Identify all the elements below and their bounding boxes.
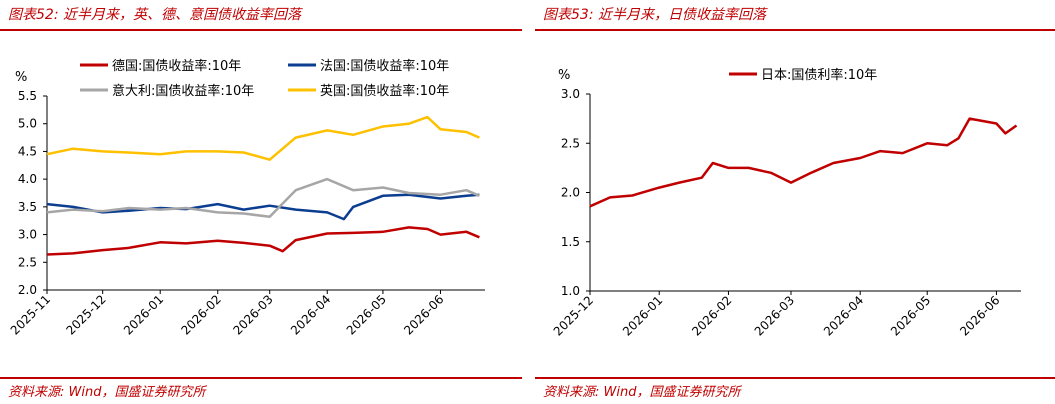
x-tick-label: 2026-01 (121, 292, 166, 337)
legend-item: 法国:国债收益率:10年 (288, 58, 449, 74)
legend-label: 英国:国债收益率:10年 (320, 83, 449, 99)
source-note: 资料来源: Wind，国盛证券研究所 (543, 385, 741, 400)
legend-item: 德国:国债收益率:10年 (80, 58, 241, 74)
axes (586, 93, 1021, 295)
y-axis-unit-label: % (558, 68, 570, 83)
legend-label: 日本:国债利率:10年 (761, 67, 877, 83)
x-tick-label: 2026-03 (230, 292, 275, 337)
bond-yield-chart-europe: % 2.0 2.5 3.0 3.5 4.0 4.5 5.0 5.5 2025-11 2025-12 2… (8, 58, 485, 338)
legend-item: 英国:国债收益率:10年 (288, 83, 449, 99)
x-tick-label: 2026-06 (401, 292, 446, 337)
legend-item: 意大利:国债收益率:10年 (80, 83, 254, 99)
legend-label: 法国:国债收益率:10年 (320, 58, 449, 74)
x-tick-label: 2025-12 (63, 292, 108, 337)
figure-title: 图表53: 近半月来，日债收益率回落 (543, 7, 766, 23)
legend-label: 德国:国债收益率:10年 (112, 58, 241, 74)
y-tick-label: 1.5 (561, 235, 580, 249)
y-tick-label: 3.0 (18, 228, 37, 242)
y-tick-label: 2.0 (561, 186, 580, 200)
y-tick-label: 2.5 (561, 136, 580, 150)
series-line (589, 117, 1018, 208)
y-tick-label: 2.5 (18, 255, 37, 269)
x-tick-label: 2026-04 (288, 292, 333, 337)
axes (43, 95, 485, 294)
x-tick-label: 2026-01 (620, 293, 665, 338)
y-tick-label: 3.0 (561, 87, 580, 101)
series-line (46, 177, 480, 219)
x-tick-label: 2026-06 (957, 293, 1002, 338)
source-rule (535, 377, 1055, 379)
legend-item: 日本:国债利率:10年 (729, 67, 877, 83)
title-rule (0, 29, 522, 31)
y-tick-label: 4.5 (18, 144, 37, 158)
y-tick-label: 1.0 (561, 284, 580, 298)
x-tick-label: 2026-05 (888, 293, 933, 338)
x-tick-label: 2025-12 (551, 293, 596, 338)
figure-title: 图表52: 近半月来，英、德、意国债收益率回落 (8, 7, 301, 23)
y-tick-label: 5.0 (18, 117, 37, 131)
bond-yield-chart-japan: % 1.0 1.5 2.0 2.5 3.0 2025-12 2026-01 2026-02 202… (551, 67, 1021, 339)
x-tick-label: 2026-02 (689, 293, 734, 338)
x-tick-label: 2026-04 (821, 293, 866, 338)
y-axis-unit-label: % (15, 70, 27, 85)
y-tick-label: 5.5 (18, 89, 37, 103)
x-tick-label: 2025-11 (8, 292, 53, 337)
chart-panel-left: 图表52: 近半月来，英、德、意国债收益率回落 % 2.0 2.5 3.0 3.5 4.0… (0, 0, 522, 404)
legend-label: 意大利:国债收益率:10年 (112, 83, 254, 99)
series-line (46, 193, 480, 221)
title-rule (535, 29, 1055, 31)
chart-panel-right: 图表53: 近半月来，日债收益率回落 % 1.0 1.5 2.0 2.5 3.0 2025-… (535, 0, 1055, 404)
y-tick-label: 2.0 (18, 283, 37, 297)
series-line (46, 226, 480, 256)
source-note: 资料来源: Wind，国盛证券研究所 (8, 385, 206, 400)
y-tick-label: 3.5 (18, 200, 37, 214)
source-rule (0, 377, 522, 379)
x-tick-label: 2026-05 (344, 292, 389, 337)
x-tick-label: 2026-03 (752, 293, 797, 338)
y-tick-label: 4.0 (18, 172, 37, 186)
x-tick-label: 2026-02 (179, 292, 224, 337)
series-line (46, 115, 480, 161)
